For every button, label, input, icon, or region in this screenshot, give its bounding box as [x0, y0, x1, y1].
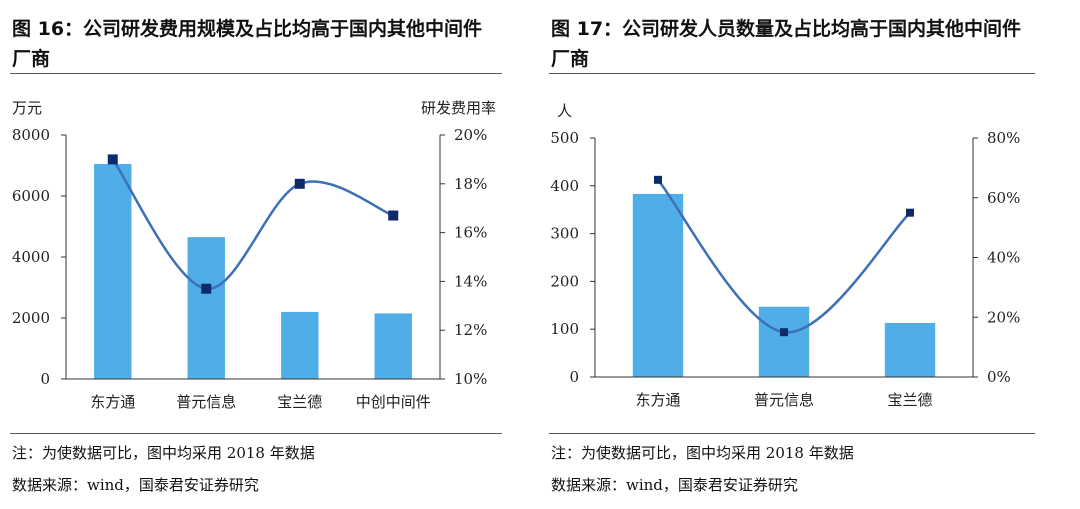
left-tick-label: 300: [550, 225, 579, 243]
category-label: 东方通: [635, 391, 680, 409]
ratio-marker: [201, 283, 212, 294]
right-tick-label: 18%: [454, 175, 487, 193]
right-tick-label: 10%: [454, 370, 487, 388]
left-tick-label: 400: [550, 177, 579, 195]
category-label: 普元信息: [176, 393, 236, 411]
category-label: 宝兰德: [277, 393, 322, 411]
title-underline: [10, 73, 502, 74]
left-tick-label: 4000: [12, 248, 50, 266]
bar: [94, 163, 132, 379]
figure-source: 数据来源：wind，国泰君安证券研究: [12, 476, 259, 494]
left-axis-unit: 人: [557, 102, 572, 120]
title-underline: [549, 73, 1035, 74]
figure-17-chart: 人 0 100 200 300 400 500 0% 20% 40% 60% 80% 东方通 普元信息 宝兰…: [550, 102, 1020, 409]
ratio-marker: [107, 154, 118, 165]
ratio-marker: [294, 178, 305, 189]
ratio-marker: [780, 328, 788, 337]
ratio-marker: [906, 208, 914, 217]
right-tick-label: 60%: [987, 189, 1020, 207]
figure-17-panel: 图 17：公司研发人员数量及占比均高于国内其他中间件厂商 人 0 100 200 300…: [543, 0, 1043, 509]
right-tick-label: 20%: [987, 308, 1020, 326]
left-tick-label: 0: [569, 368, 579, 386]
bar: [632, 193, 684, 377]
right-tick-label: 0%: [987, 368, 1011, 386]
left-tick-label: 2000: [12, 309, 50, 327]
right-axis-unit: 研发费用率: [421, 99, 496, 117]
ratio-marker: [654, 175, 662, 184]
figure-title: 图 16：公司研发费用规模及占比均高于国内其他中间件厂商: [12, 18, 483, 70]
right-tick-label: 12%: [454, 321, 487, 339]
ratio-marker: [388, 210, 399, 221]
ratio-line: [111, 158, 394, 290]
figure-16-chart: 万元 研发费用率 0 2000 4000 6000 8000 10% 12% 14% 16% 18% 2…: [12, 99, 496, 411]
bar: [884, 322, 936, 377]
left-tick-label: 100: [550, 320, 579, 338]
figure-title: 图 17：公司研发人员数量及占比均高于国内其他中间件厂商: [551, 18, 1022, 70]
left-tick-label: 0: [40, 370, 50, 388]
right-tick-label: 16%: [454, 224, 487, 242]
category-label: 东方通: [90, 393, 135, 411]
category-label: 宝兰德: [887, 391, 932, 409]
bar: [758, 306, 810, 377]
right-tick-label: 20%: [454, 126, 487, 144]
right-tick-label: 80%: [987, 129, 1020, 147]
figure-note: 注：为使数据可比，图中均采用 2018 年数据: [12, 444, 315, 462]
figure-note: 注：为使数据可比，图中均采用 2018 年数据: [551, 444, 854, 462]
bar: [374, 313, 412, 379]
figure-source: 数据来源：wind，国泰君安证券研究: [551, 476, 798, 494]
bar: [187, 237, 225, 379]
left-tick-label: 6000: [12, 187, 50, 205]
chart-bottom-rule: [10, 433, 502, 434]
figure-16-panel: 图 16：公司研发费用规模及占比均高于国内其他中间件厂商 万元 研发费用率 0 200…: [0, 0, 510, 509]
left-tick-label: 500: [550, 129, 579, 147]
left-axis-unit: 万元: [12, 99, 42, 117]
bar: [281, 311, 319, 379]
left-tick-label: 200: [550, 272, 579, 290]
right-tick-label: 40%: [987, 249, 1020, 267]
right-tick-label: 14%: [454, 272, 487, 290]
category-label: 普元信息: [754, 391, 814, 409]
left-tick-label: 8000: [12, 126, 50, 144]
category-label: 中创中间件: [356, 393, 431, 411]
chart-bottom-rule: [549, 433, 1035, 434]
